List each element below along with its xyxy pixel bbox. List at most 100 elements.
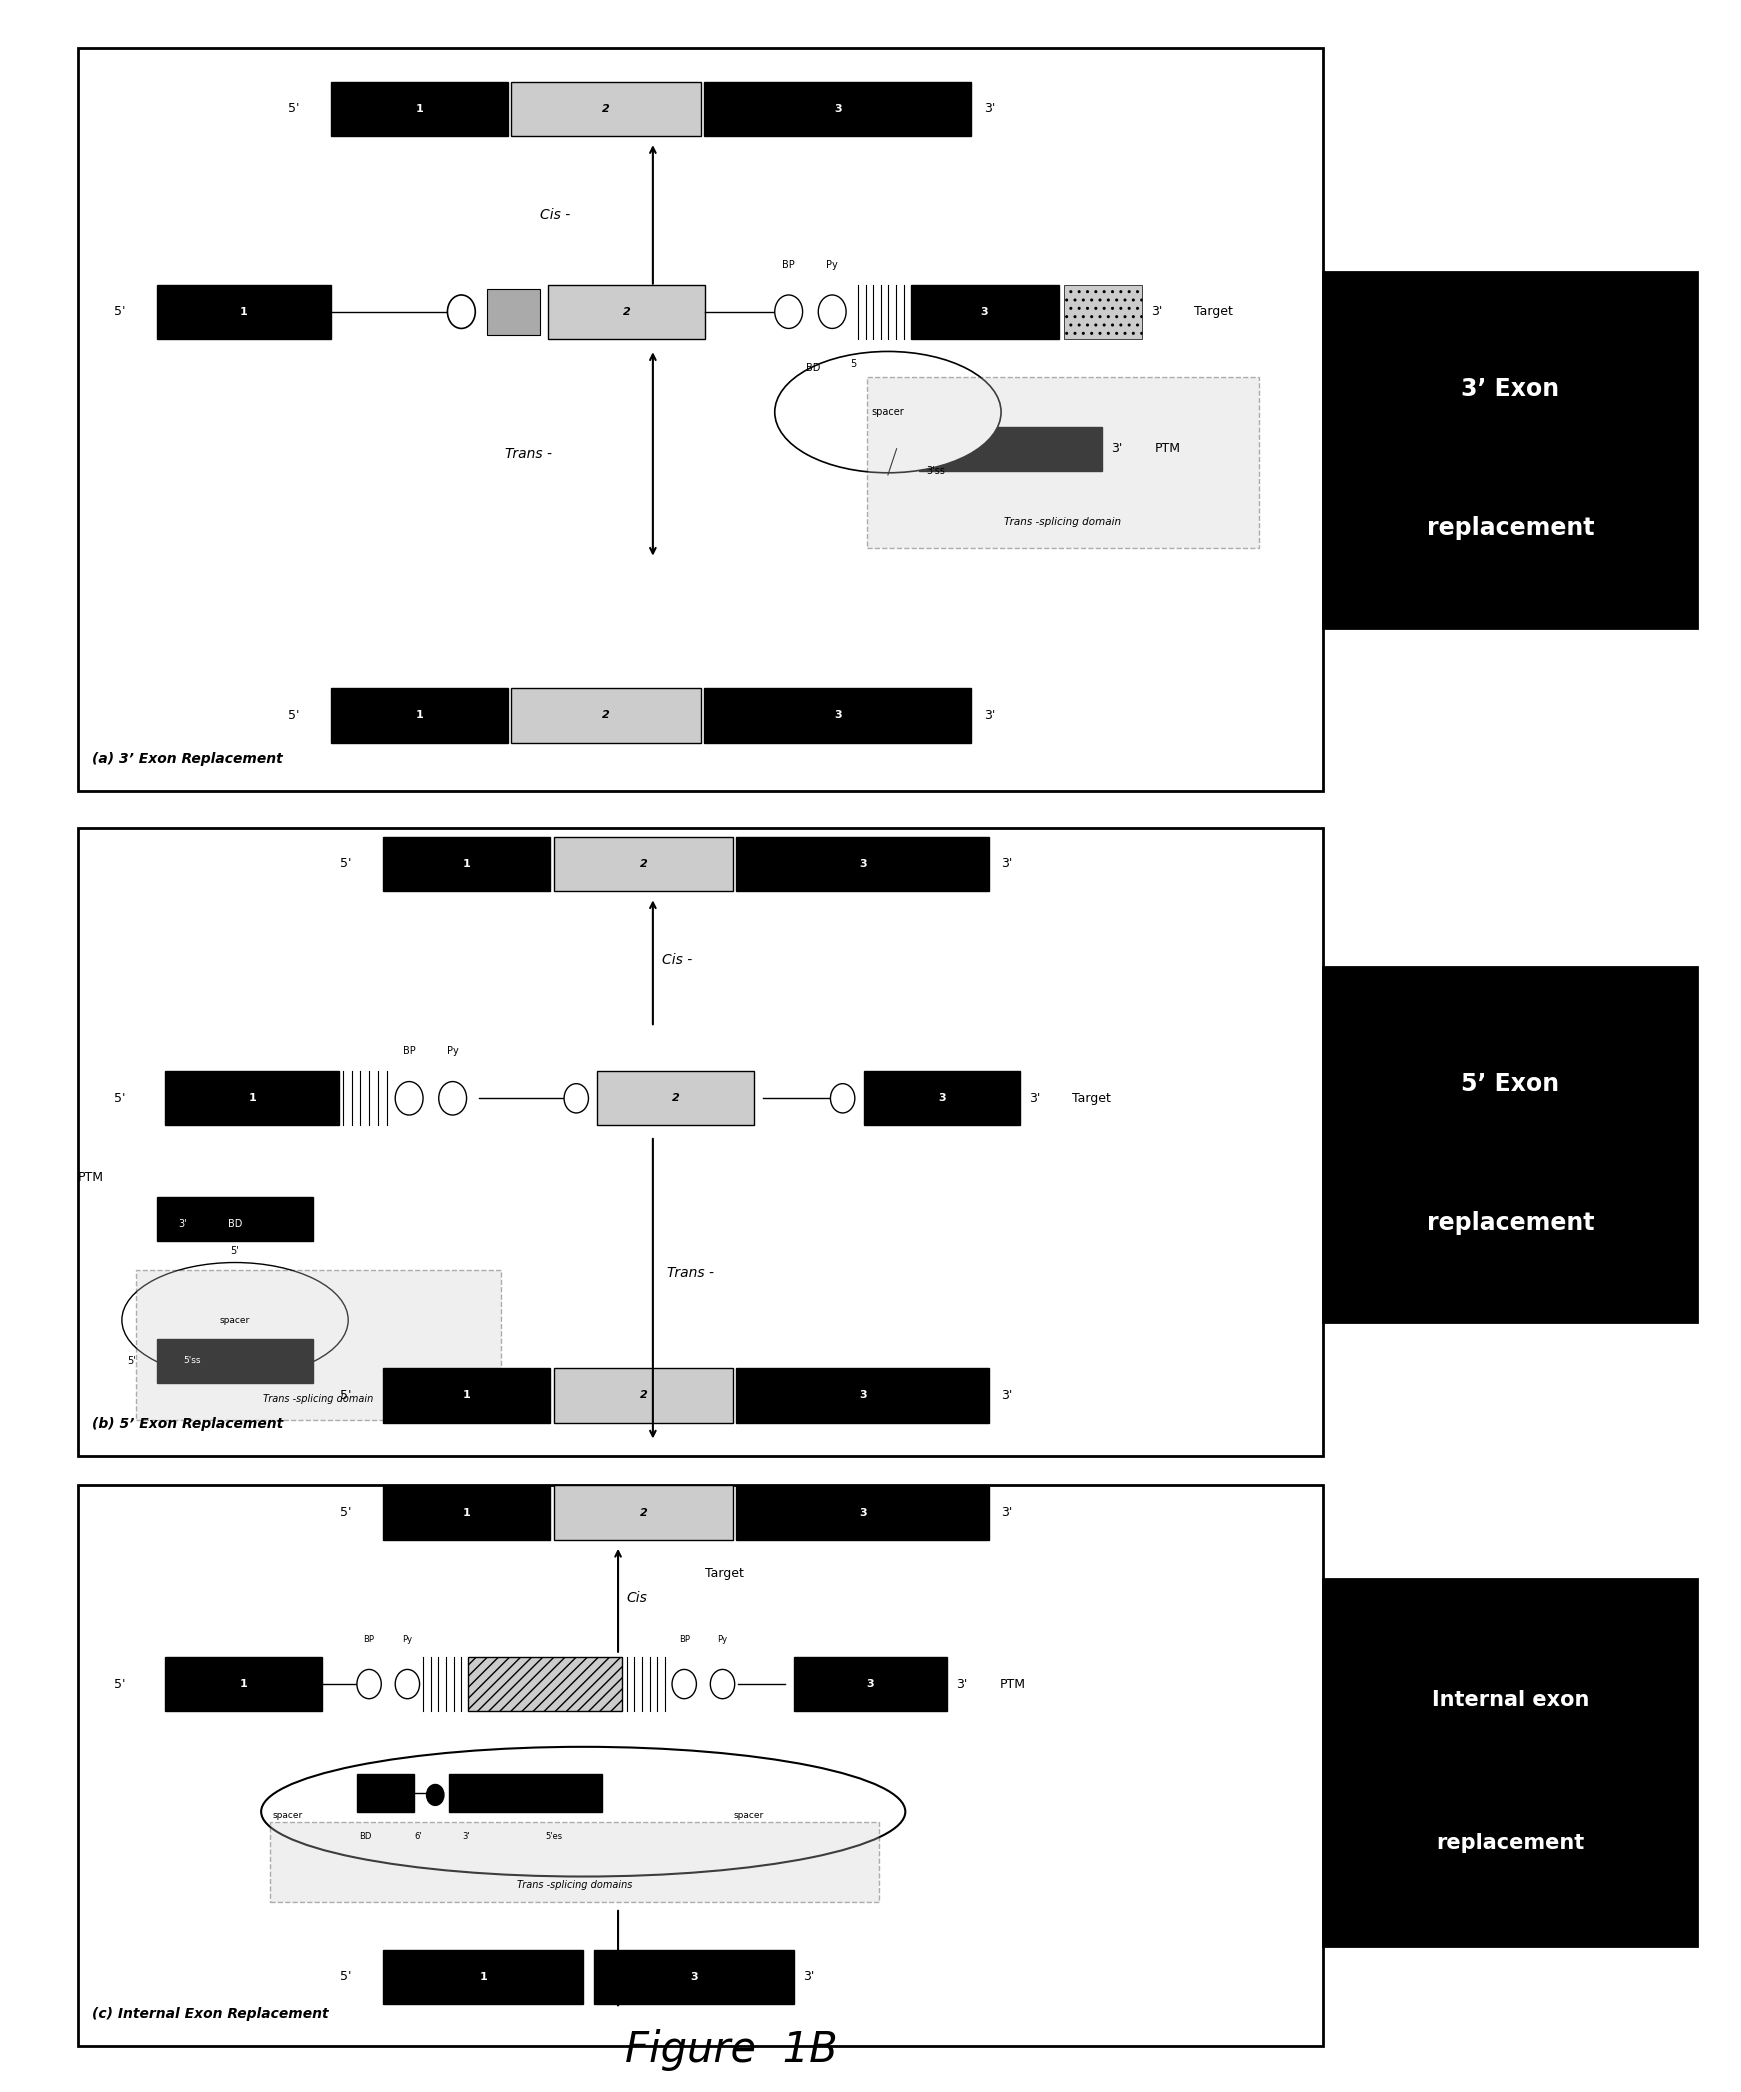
Bar [383, 1368, 550, 1423]
Bar [157, 1339, 313, 1383]
Bar [554, 837, 733, 891]
Text: 3': 3' [1001, 858, 1013, 870]
Text: 1: 1 [463, 1508, 470, 1517]
Bar [78, 828, 1323, 1456]
Circle shape [710, 1669, 735, 1699]
Text: 3: 3 [834, 711, 841, 720]
Text: Target: Target [1194, 305, 1233, 318]
Text: 1: 1 [240, 308, 247, 316]
Bar [331, 688, 508, 743]
Text: 3: 3 [858, 1391, 867, 1400]
Bar [1323, 1579, 1697, 1946]
Text: replacement: replacement [1426, 517, 1595, 540]
Text: Cis: Cis [627, 1592, 648, 1605]
Text: Trans -splicing domain: Trans -splicing domain [1005, 517, 1121, 527]
Text: Trans -splicing domain: Trans -splicing domain [263, 1393, 374, 1404]
Text: 3': 3' [1001, 1389, 1013, 1402]
Text: 5': 5' [339, 1389, 352, 1402]
Text: replacement: replacement [1436, 1833, 1584, 1854]
Bar [864, 1071, 1020, 1125]
Bar [867, 377, 1259, 548]
Text: Trans -: Trans - [505, 448, 552, 460]
Bar [1064, 285, 1142, 339]
Text: 1: 1 [416, 711, 423, 720]
Bar [78, 48, 1323, 791]
Circle shape [818, 295, 846, 328]
Bar [165, 1657, 322, 1711]
Text: 5'es: 5'es [545, 1833, 562, 1841]
Text: Target: Target [1072, 1092, 1111, 1105]
Text: 5': 5' [113, 305, 125, 318]
Circle shape [427, 1784, 444, 1805]
Text: 2: 2 [639, 1508, 648, 1517]
Text: 3': 3' [1151, 305, 1163, 318]
Text: 3: 3 [858, 860, 867, 868]
Text: 5': 5' [287, 709, 299, 722]
Text: 3': 3' [1001, 1506, 1013, 1519]
Bar [911, 285, 1059, 339]
Circle shape [672, 1669, 696, 1699]
Bar [331, 82, 508, 136]
Text: 3': 3' [463, 1833, 470, 1841]
Bar [705, 82, 971, 136]
Text: 3': 3' [803, 1971, 815, 1983]
Text: 5': 5' [339, 1971, 352, 1983]
Bar [1323, 272, 1697, 628]
Text: 3': 3' [984, 709, 996, 722]
Bar [705, 688, 971, 743]
Text: 3: 3 [938, 1094, 945, 1102]
Text: spacer: spacer [272, 1812, 303, 1820]
Text: BP: BP [364, 1636, 374, 1644]
Bar [383, 1485, 550, 1540]
Bar [594, 1950, 794, 2004]
Text: Py: Py [827, 259, 837, 270]
Text: 1: 1 [240, 1680, 247, 1688]
Text: Cis -: Cis - [540, 209, 569, 222]
Text: 2: 2 [623, 308, 630, 316]
Text: BP: BP [402, 1046, 416, 1056]
Text: 1: 1 [249, 1094, 256, 1102]
Text: 3': 3' [179, 1220, 186, 1228]
Text: 5': 5' [113, 1678, 125, 1690]
Text: 2: 2 [672, 1094, 679, 1102]
Circle shape [564, 1084, 588, 1113]
Text: 5’ Exon: 5’ Exon [1461, 1071, 1560, 1096]
Text: Py: Py [447, 1046, 458, 1056]
Circle shape [775, 295, 803, 328]
Text: 1: 1 [479, 1973, 487, 1981]
Text: Py: Py [402, 1636, 413, 1644]
Text: 3'ss: 3'ss [926, 467, 945, 475]
Text: 1: 1 [463, 1391, 470, 1400]
Circle shape [447, 295, 475, 328]
Bar [449, 1774, 602, 1812]
Text: 3’ Exon: 3’ Exon [1461, 377, 1560, 402]
Bar [357, 1774, 414, 1812]
Bar [736, 837, 989, 891]
Text: Trans: Trans [627, 1958, 665, 1971]
Bar [919, 427, 1102, 471]
Text: 3': 3' [1029, 1092, 1041, 1105]
Text: 5': 5' [339, 858, 352, 870]
Text: Target: Target [705, 1567, 743, 1579]
Bar [270, 1822, 879, 1902]
Text: 2: 2 [602, 105, 609, 113]
Bar [736, 1368, 989, 1423]
Bar [548, 285, 705, 339]
Text: 5': 5' [339, 1506, 352, 1519]
Text: 5': 5' [230, 1247, 240, 1255]
Bar [554, 1368, 733, 1423]
Circle shape [439, 1082, 467, 1115]
Bar [468, 1657, 622, 1711]
Text: 1: 1 [463, 860, 470, 868]
Text: (b) 5’ Exon Replacement: (b) 5’ Exon Replacement [92, 1416, 284, 1431]
Circle shape [395, 1669, 420, 1699]
Bar [157, 285, 331, 339]
Text: 3: 3 [858, 1508, 867, 1517]
Text: (a) 3’ Exon Replacement: (a) 3’ Exon Replacement [92, 751, 284, 766]
Bar [487, 289, 540, 335]
Text: 3': 3' [381, 1789, 388, 1797]
Text: BD: BD [228, 1220, 242, 1228]
Text: 5': 5' [522, 1789, 529, 1797]
Text: PTM: PTM [78, 1172, 103, 1184]
Text: 3': 3' [1111, 441, 1123, 456]
